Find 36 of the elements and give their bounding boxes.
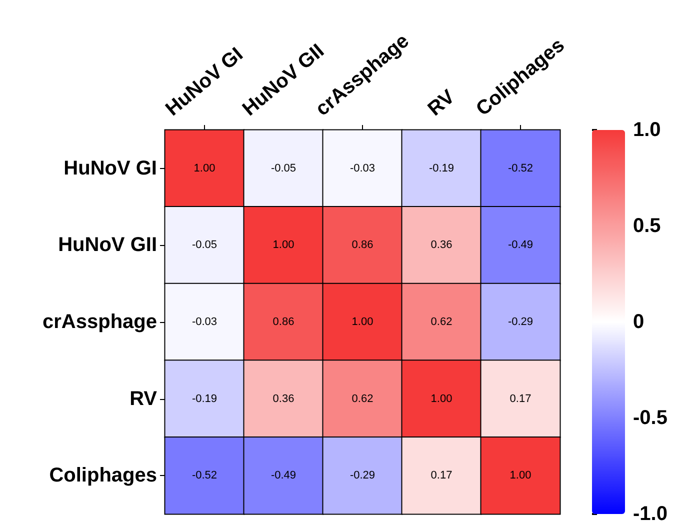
data-label: 0.17 xyxy=(430,470,452,482)
data-label: -0.19 xyxy=(192,392,218,405)
data-label: -0.03 xyxy=(350,162,376,174)
data-label: -0.29 xyxy=(508,316,534,328)
data-label: -0.49 xyxy=(508,239,534,252)
y-tick-label: Coliphages xyxy=(49,464,157,487)
data-label: 0.62 xyxy=(352,392,374,405)
y-tick-label: crAssphage xyxy=(42,311,157,333)
data-label: 0.36 xyxy=(272,392,294,405)
data-label: 1.00 xyxy=(194,162,216,174)
data-label: 1.00 xyxy=(430,392,452,405)
data-label: 0.86 xyxy=(352,239,374,252)
data-label: -0.03 xyxy=(192,316,218,328)
data-label: -0.19 xyxy=(428,162,454,174)
y-tick-label: HuNoV GI xyxy=(64,157,157,180)
data-label: -0.52 xyxy=(508,162,534,174)
color-bar-label: -0.5 xyxy=(633,407,668,429)
data-label: 0.17 xyxy=(510,392,532,405)
data-label: 0.86 xyxy=(272,316,294,328)
y-tick-label: HuNoV GII xyxy=(58,234,157,256)
color-bar-label: 0.5 xyxy=(633,215,661,237)
color-bar-label: -1.0 xyxy=(633,503,668,525)
data-label: -0.49 xyxy=(270,470,296,482)
color-bar-label: 1.0 xyxy=(633,119,661,141)
data-label: 1.00 xyxy=(352,316,374,328)
data-label: 0.62 xyxy=(430,316,452,328)
data-label: 1.00 xyxy=(272,239,294,252)
x-tick-label: RV xyxy=(424,86,460,120)
y-tick-label: RV xyxy=(130,388,158,410)
data-label: -0.05 xyxy=(192,239,218,252)
data-label: 0.36 xyxy=(430,239,452,252)
data-label: -0.52 xyxy=(192,470,218,482)
data-label: 1.00 xyxy=(510,470,532,482)
data-label: -0.29 xyxy=(350,470,376,482)
data-label: -0.05 xyxy=(270,162,296,174)
color-bar-label: 0 xyxy=(633,311,644,333)
